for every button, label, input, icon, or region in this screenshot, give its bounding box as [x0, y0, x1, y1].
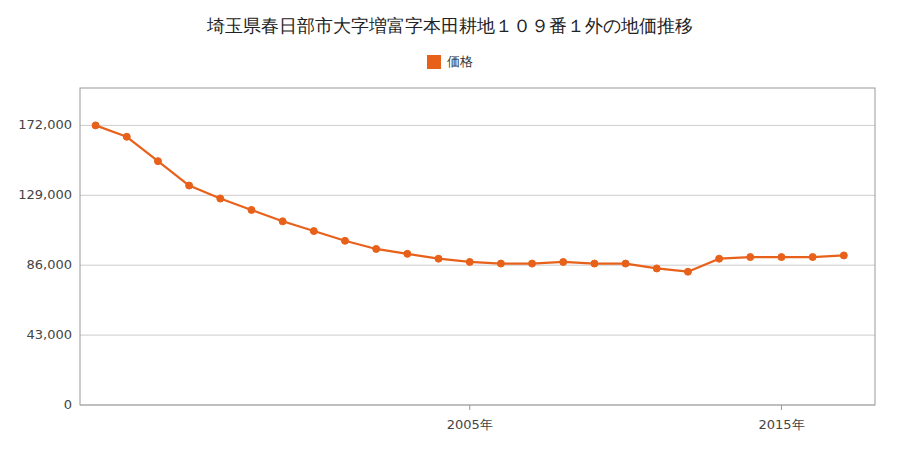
data-layer — [92, 122, 847, 275]
point — [154, 158, 161, 165]
point — [310, 228, 317, 235]
point — [591, 260, 598, 267]
point — [684, 268, 691, 275]
x-tick — [469, 405, 470, 410]
y-tick-label: 0 — [64, 397, 72, 412]
point — [279, 218, 286, 225]
point — [716, 255, 723, 262]
point — [404, 250, 411, 257]
point — [809, 254, 816, 261]
plot-frame — [80, 88, 875, 405]
point — [217, 195, 224, 202]
point — [622, 260, 629, 267]
legend-swatch — [427, 55, 441, 69]
y-tick-label: 129,000 — [18, 187, 72, 202]
point — [466, 258, 473, 265]
point — [248, 206, 255, 213]
point — [342, 237, 349, 244]
y-grid — [80, 125, 875, 405]
legend-label: 価格 — [447, 54, 473, 69]
y-tick-label: 172,000 — [18, 117, 72, 132]
point — [435, 255, 442, 262]
point — [123, 133, 130, 140]
series — [92, 122, 847, 275]
legend: 価格 — [427, 54, 473, 70]
point — [560, 258, 567, 265]
point — [497, 260, 504, 267]
x-tick-label: 2005年 — [447, 417, 493, 432]
point — [529, 260, 536, 267]
title: 埼玉県春日部市大字増富字本田耕地１０９番１外の地価推移 — [206, 15, 693, 36]
point — [92, 122, 99, 129]
point — [778, 254, 785, 261]
chart-container: 埼玉県春日部市大字増富字本田耕地１０９番１外の地価推移価格 0 43,000 86,0… — [0, 0, 900, 450]
grid-line — [80, 125, 875, 126]
point — [653, 265, 660, 272]
point — [373, 245, 380, 252]
x-tick-label: 2015年 — [758, 417, 804, 432]
point — [747, 254, 754, 261]
x-tick — [781, 405, 782, 410]
chart: 埼玉県春日部市大字増富字本田耕地１０９番１外の地価推移価格 0 43,000 86,0… — [0, 0, 900, 450]
line — [96, 125, 844, 271]
y-tick-label: 86,000 — [27, 257, 73, 272]
y-tick-label: 43,000 — [27, 327, 73, 342]
grid-line — [80, 265, 875, 266]
grid-line — [80, 195, 875, 196]
point — [186, 182, 193, 189]
grid-line — [80, 335, 875, 336]
legend-item: 価格 — [427, 54, 473, 70]
point — [840, 252, 847, 259]
